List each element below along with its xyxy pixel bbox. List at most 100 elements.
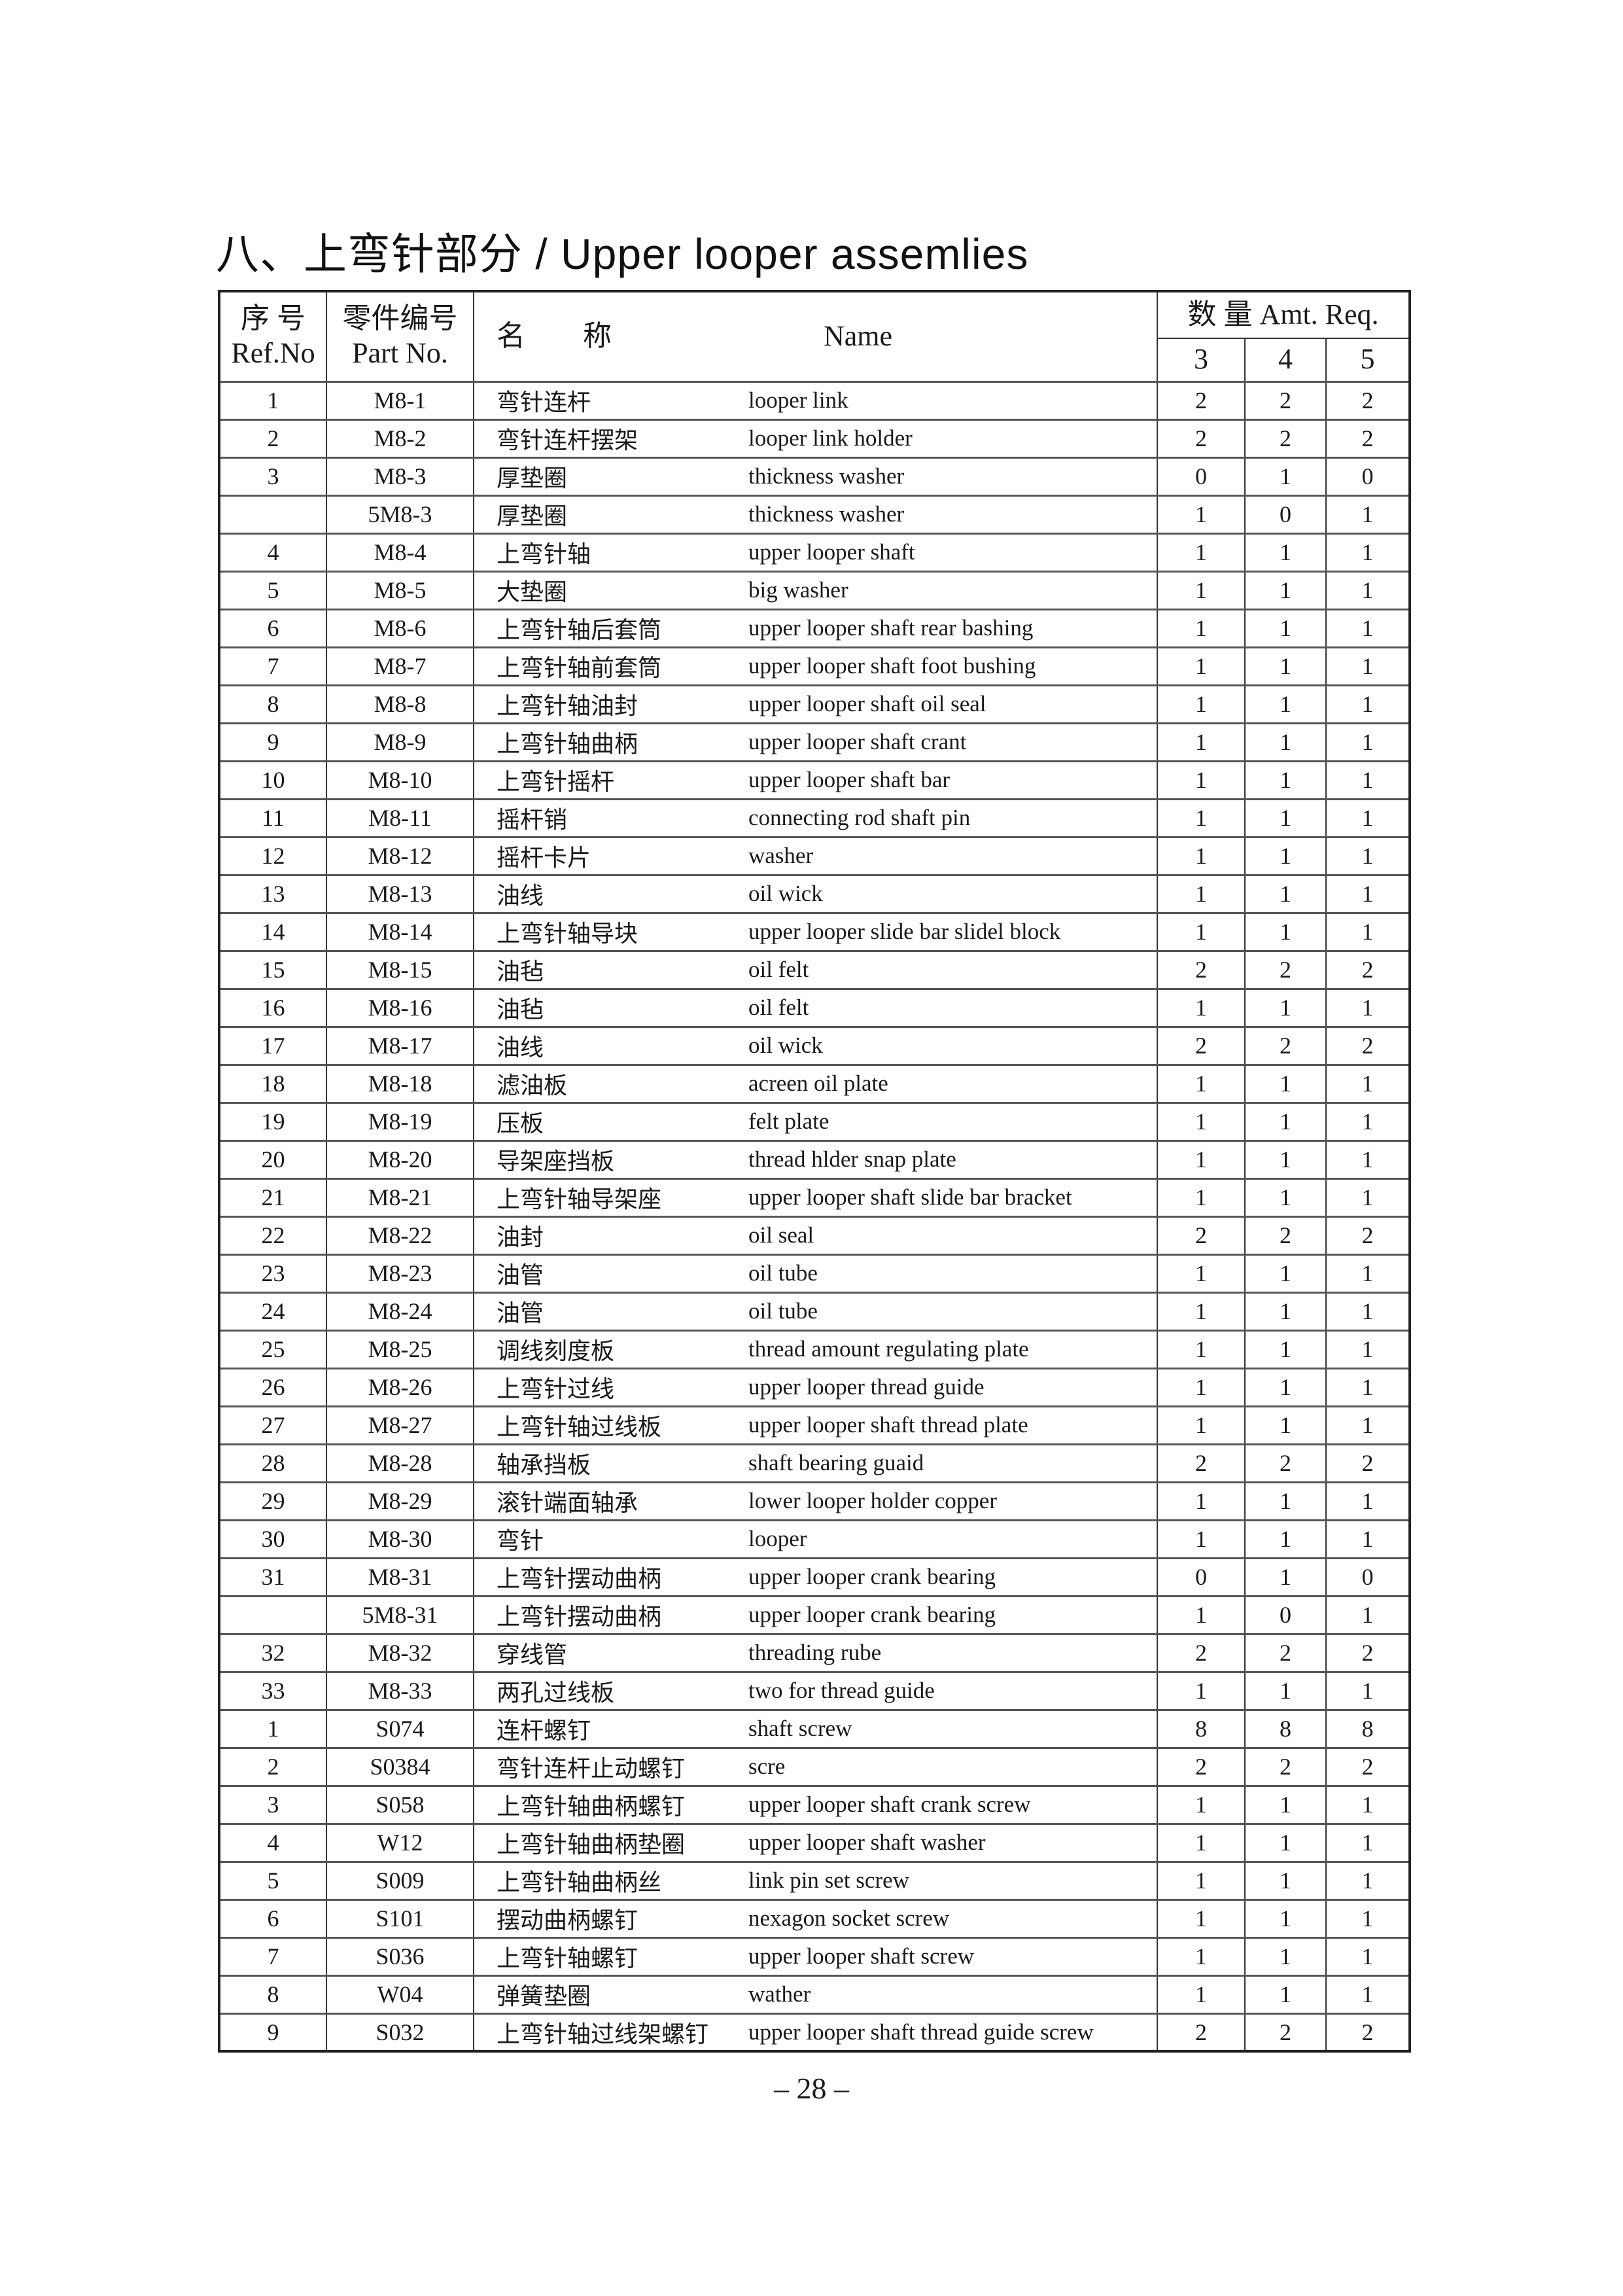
amt-3-cell: 2 [1157,1215,1246,1255]
part-no-cell: S0384 [326,1746,474,1786]
name-cn-cell: 连杆螺钉 [473,1708,748,1748]
name-en-cell: oil wick [748,874,1158,913]
header-part-cn: 零件编号 [342,302,458,335]
name-en-cell: two for thread guide [748,1670,1158,1710]
ref-no-cell: 13 [218,874,327,913]
table-row: 21 M8-21 上弯针轴导架座 upper looper shaft slide b… [218,1177,1411,1217]
part-no-cell: M8-13 [326,874,474,913]
amt-3-cell: 1 [1157,494,1246,534]
part-no-cell: M8-23 [326,1253,474,1293]
ref-no-cell: 6 [218,1898,327,1938]
amt-3-cell: 1 [1157,1367,1246,1407]
table-row: 7 S036 上弯针轴螺钉 upper looper shaft screw 1 1 1 [218,1936,1411,1976]
name-cn-cell: 轴承挡板 [473,1443,748,1483]
amt-5-cell: 1 [1325,1405,1411,1445]
header-ref: 序 号 Ref.No [218,291,327,382]
part-no-cell: M8-33 [326,1670,474,1710]
header-name-en: Name [748,291,1158,382]
name-cn-cell: 摇杆销 [473,798,748,838]
amt-4-cell: 1 [1244,1481,1327,1521]
name-en-cell: scre [748,1746,1158,1786]
name-cn-cell: 厚垫圈 [473,494,748,534]
table-row: 6 M8-6 上弯针轴后套筒 upper looper shaft rear bash… [218,608,1411,648]
name-en-cell: upper looper shaft washer [748,1822,1158,1862]
name-cn-cell: 上弯针轴曲柄垫圈 [473,1822,748,1862]
header-ref-en: Ref.No [231,337,315,370]
part-no-cell: S074 [326,1708,474,1748]
name-en-cell: nexagon socket screw [748,1898,1158,1938]
amt-4-cell: 1 [1244,1519,1327,1559]
amt-3-cell: 1 [1157,1936,1246,1976]
amt-5-cell: 1 [1325,1898,1411,1938]
amt-4-cell: 1 [1244,1329,1327,1369]
amt-3-cell: 0 [1157,1557,1246,1597]
amt-5-cell: 2 [1325,2012,1411,2052]
table-row: 12 M8-12 摇杆卡片 washer 1 1 1 [218,836,1411,875]
amt-3-cell: 1 [1157,1974,1246,2014]
name-en-cell: upper looper shaft bar [748,760,1158,800]
amt-3-cell: 1 [1157,836,1246,875]
amt-4-cell: 2 [1244,2012,1327,2052]
amt-4-cell: 2 [1244,949,1327,989]
part-no-cell: M8-16 [326,987,474,1027]
table-row: 19 M8-19 压板 felt plate 1 1 1 [218,1101,1411,1141]
amt-5-cell: 2 [1325,1443,1411,1483]
amt-3-cell: 1 [1157,1595,1246,1634]
ref-no-cell: 29 [218,1481,327,1521]
ref-no-cell: 8 [218,1974,327,2014]
part-no-cell: W12 [326,1822,474,1862]
table-row: 11 M8-11 摇杆销 connecting rod shaft pin 1 1 1 [218,798,1411,838]
table-row: 1 S074 连杆螺钉 shaft screw 8 8 8 [218,1708,1411,1748]
name-en-cell: oil felt [748,949,1158,989]
ref-no-cell: 11 [218,798,327,838]
ref-no-cell: 19 [218,1101,327,1141]
part-no-cell: M8-29 [326,1481,474,1521]
name-cn-cell: 上弯针摇杆 [473,760,748,800]
amt-3-cell: 1 [1157,798,1246,838]
name-cn-cell: 油毡 [473,949,748,989]
amt-4-cell: 8 [1244,1708,1327,1748]
name-cn-cell: 弯针 [473,1519,748,1559]
name-en-cell: big washer [748,570,1158,610]
name-en-cell: connecting rod shaft pin [748,798,1158,838]
ref-no-cell: 14 [218,911,327,951]
amt-5-cell: 0 [1325,456,1411,496]
table-row: 10 M8-10 上弯针摇杆 upper looper shaft bar 1 1 1 [218,760,1411,800]
amt-5-cell: 1 [1325,1822,1411,1862]
name-en-cell: thickness washer [748,494,1158,534]
amt-3-cell: 1 [1157,1670,1246,1710]
name-en-cell: upper looper shaft crank screw [748,1784,1158,1824]
amt-3-cell: 1 [1157,1177,1246,1217]
amt-4-cell: 1 [1244,1101,1327,1141]
amt-4-cell: 1 [1244,1822,1327,1862]
name-cn-cell: 压板 [473,1101,748,1141]
part-no-cell: M8-18 [326,1063,474,1103]
name-cn-cell: 油线 [473,874,748,913]
amt-5-cell: 1 [1325,987,1411,1027]
part-no-cell: S032 [326,2012,474,2052]
header-amt-5: 5 [1325,338,1411,382]
amt-5-cell: 1 [1325,1101,1411,1141]
amt-4-cell: 1 [1244,1784,1327,1824]
name-en-cell: upper looper shaft thread plate [748,1405,1158,1445]
amt-3-cell: 1 [1157,1860,1246,1900]
ref-no-cell: 2 [218,1746,327,1786]
table-row: 4 W12 上弯针轴曲柄垫圈 upper looper shaft washer 1 1 1 [218,1822,1411,1862]
ref-no-cell: 24 [218,1291,327,1331]
amt-3-cell: 1 [1157,722,1246,762]
name-en-cell: oil seal [748,1215,1158,1255]
ref-no-cell: 4 [218,532,327,572]
amt-5-cell: 2 [1325,1633,1411,1672]
amt-5-cell: 1 [1325,798,1411,838]
table-row: 3 M8-3 厚垫圈 thickness washer 0 1 0 [218,456,1411,496]
amt-5-cell: 1 [1325,1063,1411,1103]
name-en-cell: looper link holder [748,418,1158,458]
part-no-cell: M8-9 [326,722,474,762]
part-no-cell: M8-12 [326,836,474,875]
name-en-cell: oil wick [748,1025,1158,1065]
part-no-cell: M8-28 [326,1443,474,1483]
part-no-cell: M8-7 [326,646,474,686]
name-cn-cell: 油毡 [473,987,748,1027]
part-no-cell: M8-31 [326,1557,474,1597]
amt-5-cell: 2 [1325,1215,1411,1255]
